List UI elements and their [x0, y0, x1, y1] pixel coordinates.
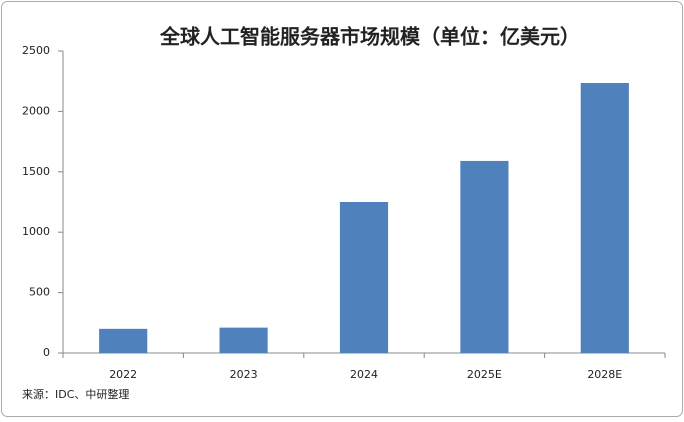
x-tick-label: 2025E — [467, 368, 502, 381]
bar — [460, 160, 509, 353]
y-tick-label: 0 — [43, 346, 50, 359]
x-tick-label: 2024 — [350, 368, 378, 381]
bar — [339, 202, 389, 353]
y-tick-label: 500 — [29, 286, 50, 299]
chart-title: 全球人工智能服务器市场规模（单位：亿美元） — [159, 25, 580, 49]
y-tick-label: 2500 — [22, 44, 50, 57]
bar — [219, 327, 268, 353]
y-tick-label: 1500 — [22, 165, 50, 178]
x-tick-label: 2023 — [230, 368, 258, 381]
y-tick-label: 2000 — [22, 104, 50, 117]
x-tick-label: 2028E — [587, 368, 622, 381]
bar — [580, 83, 629, 354]
y-tick-label: 1000 — [22, 225, 50, 238]
bar — [99, 328, 148, 353]
source-note: 来源：IDC、中研整理 — [22, 387, 129, 401]
x-tick-label: 2022 — [109, 368, 137, 381]
